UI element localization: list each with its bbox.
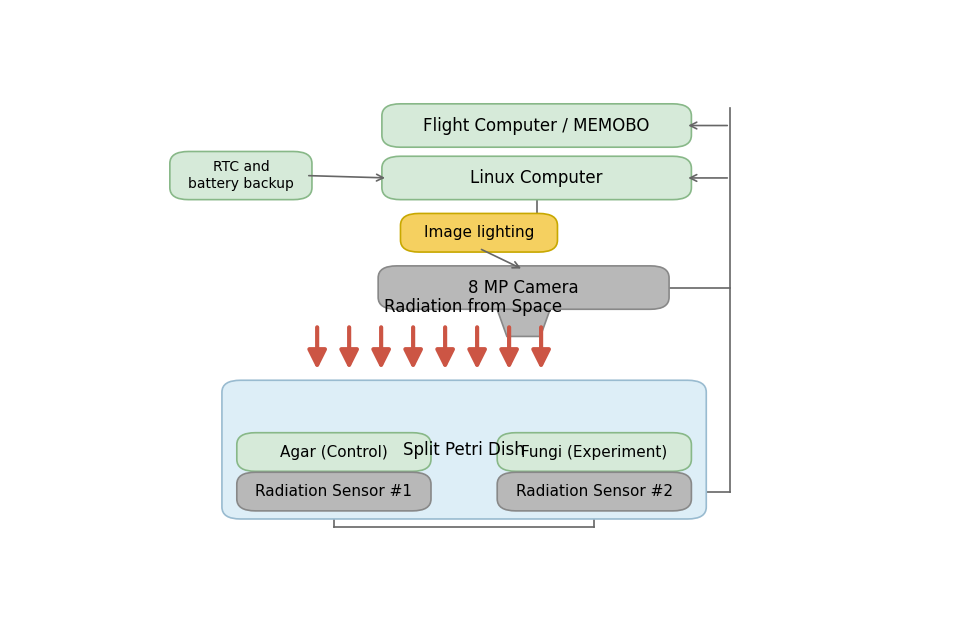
FancyBboxPatch shape	[237, 433, 431, 471]
Text: Radiation Sensor #2: Radiation Sensor #2	[516, 484, 673, 499]
Text: Split Petri Dish: Split Petri Dish	[403, 441, 525, 459]
Text: Image lighting: Image lighting	[423, 225, 534, 240]
FancyBboxPatch shape	[382, 104, 691, 147]
FancyBboxPatch shape	[400, 214, 558, 252]
FancyBboxPatch shape	[237, 472, 431, 511]
Text: RTC and
battery backup: RTC and battery backup	[188, 160, 294, 191]
Text: Flight Computer / MEMOBO: Flight Computer / MEMOBO	[423, 116, 650, 134]
FancyBboxPatch shape	[170, 152, 312, 200]
Text: Fungi (Experiment): Fungi (Experiment)	[521, 444, 667, 459]
Text: Linux Computer: Linux Computer	[470, 169, 603, 187]
FancyBboxPatch shape	[497, 433, 691, 471]
Text: Radiation Sensor #1: Radiation Sensor #1	[255, 484, 413, 499]
FancyBboxPatch shape	[382, 156, 691, 200]
FancyBboxPatch shape	[497, 472, 691, 511]
Text: Agar (Control): Agar (Control)	[280, 444, 388, 459]
Polygon shape	[495, 305, 551, 336]
FancyBboxPatch shape	[378, 266, 669, 310]
FancyBboxPatch shape	[222, 380, 707, 519]
Text: 8 MP Camera: 8 MP Camera	[468, 279, 579, 297]
Text: Radiation from Space: Radiation from Space	[384, 298, 563, 316]
